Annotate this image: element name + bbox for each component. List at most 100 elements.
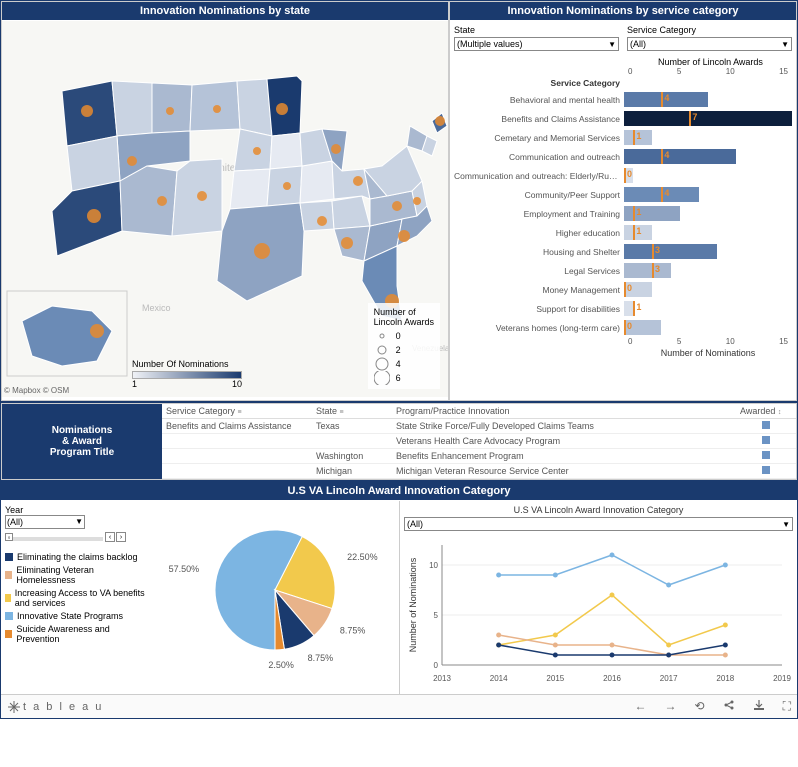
bar-label: Higher education bbox=[454, 228, 624, 238]
bar-row[interactable]: Legal Services 3 bbox=[454, 261, 792, 280]
bar-row[interactable]: Higher education 1 bbox=[454, 223, 792, 242]
year-value: (All) bbox=[7, 517, 23, 527]
map-body[interactable]: United StatesMexicoVenezuela Number Of N… bbox=[2, 21, 448, 397]
bar-label: Behavioral and mental health bbox=[454, 95, 624, 105]
top-axis-title: Number of Lincoln Awards bbox=[629, 57, 792, 67]
slider-prev-button[interactable]: ‹ bbox=[105, 532, 115, 542]
map-panel: Innovation Nominations by state United S… bbox=[1, 1, 449, 401]
svg-text:5: 5 bbox=[434, 611, 439, 620]
svg-text:2016: 2016 bbox=[603, 674, 621, 683]
table-header[interactable]: Awarded ↕ bbox=[736, 404, 796, 419]
slider-next-button[interactable]: › bbox=[116, 532, 126, 542]
svg-text:Mexico: Mexico bbox=[142, 303, 171, 313]
bar-label: Communication and outreach bbox=[454, 152, 624, 162]
state-filter-select[interactable]: (Multiple values) ▼ bbox=[454, 37, 619, 51]
bar-row[interactable]: Employment and Training 1 bbox=[454, 204, 792, 223]
svg-text:2018: 2018 bbox=[716, 674, 734, 683]
nom-min: 1 bbox=[132, 379, 137, 389]
bottom-axis-ticks: 051015 bbox=[624, 337, 792, 346]
bar-label: Benefits and Claims Assistance bbox=[454, 114, 624, 124]
cell-awarded bbox=[736, 419, 796, 434]
table-header[interactable]: State ≡ bbox=[312, 404, 392, 419]
legend-swatch bbox=[5, 630, 12, 638]
line-chart[interactable]: 0510Number of Nominations201320142015201… bbox=[404, 537, 793, 690]
bar-col-header: Service Category bbox=[454, 78, 624, 88]
legend-item[interactable]: Eliminating the claims backlog bbox=[5, 552, 145, 562]
bar-row[interactable]: Community/Peer Support 4 bbox=[454, 185, 792, 204]
cell-category: Benefits and Claims Assistance bbox=[162, 419, 312, 434]
cell-program: Michigan Veteran Resource Service Center bbox=[392, 464, 736, 479]
table-row[interactable]: Veterans Health Care Advocacy Program bbox=[162, 434, 796, 449]
chevron-down-icon: ▼ bbox=[75, 517, 83, 527]
legend-item[interactable]: Innovative State Programs bbox=[5, 611, 145, 621]
chevron-down-icon: ▼ bbox=[782, 520, 790, 529]
table-row[interactable]: Michigan Michigan Veteran Resource Servi… bbox=[162, 464, 796, 479]
year-select[interactable]: (All) ▼ bbox=[5, 515, 85, 529]
legend-label: Eliminating the claims backlog bbox=[17, 552, 138, 562]
line-panel: U.S VA Lincoln Award Innovation Category… bbox=[399, 501, 797, 694]
legend-item[interactable]: Increasing Access to VA benefits and ser… bbox=[5, 588, 145, 608]
table-section: Nominations & Award Program Title Servic… bbox=[1, 403, 797, 480]
legend-item[interactable]: Suicide Awareness and Prevention bbox=[5, 624, 145, 644]
line-filter-select[interactable]: (All) ▼ bbox=[404, 517, 793, 531]
svg-text:2.50%: 2.50% bbox=[268, 660, 294, 670]
cell-state bbox=[312, 434, 392, 449]
bottom-section: U.S VA Lincoln Award Innovation Category… bbox=[1, 480, 797, 694]
line-title: U.S VA Lincoln Award Innovation Category bbox=[404, 505, 793, 515]
x-axis-label: Number of Nominations bbox=[624, 348, 792, 358]
legend-item[interactable]: Eliminating Veteran Homelessness bbox=[5, 565, 145, 585]
cell-program: State Strike Force/Fully Developed Claim… bbox=[392, 419, 736, 434]
table-header[interactable]: Service Category ≡ bbox=[162, 404, 312, 419]
bottom-title: U.S VA Lincoln Award Innovation Category bbox=[1, 482, 797, 501]
bar-row[interactable]: Benefits and Claims Assistance 7 bbox=[454, 109, 792, 128]
legend-label: Suicide Awareness and Prevention bbox=[16, 624, 145, 644]
bar-label: Housing and Shelter bbox=[454, 247, 624, 257]
pie-legend: Eliminating the claims backlog Eliminati… bbox=[5, 552, 145, 644]
chevron-down-icon: ▼ bbox=[781, 40, 789, 49]
bar-row[interactable]: Communication and outreach 4 bbox=[454, 147, 792, 166]
bar-chart: Number of Lincoln Awards 051015 Service … bbox=[450, 55, 796, 362]
chevron-down-icon: ▼ bbox=[608, 40, 616, 49]
cat-filter-select[interactable]: (All) ▼ bbox=[627, 37, 792, 51]
bar-row[interactable]: Cemetary and Memorial Services 1 bbox=[454, 128, 792, 147]
redo-icon[interactable]: → bbox=[665, 699, 677, 714]
tableau-logo[interactable]: t a b l e a u bbox=[7, 700, 103, 714]
map-credit: © Mapbox © OSM bbox=[4, 386, 69, 395]
cell-category bbox=[162, 434, 312, 449]
bar-label: Communication and outreach: Elderly/Rura… bbox=[454, 171, 624, 181]
bar-row[interactable]: Money Management 0 bbox=[454, 280, 792, 299]
slider-handle[interactable]: ◦ bbox=[5, 533, 13, 541]
fullscreen-icon[interactable]: ⛶ bbox=[783, 699, 791, 714]
cat-filter-label: Service Category bbox=[627, 25, 792, 35]
cell-awarded bbox=[736, 434, 796, 449]
share-icon[interactable] bbox=[723, 699, 735, 714]
table-row[interactable]: Benefits and Claims Assistance Texas Sta… bbox=[162, 419, 796, 434]
svg-text:2015: 2015 bbox=[546, 674, 564, 683]
reset-icon[interactable]: ⟲ bbox=[695, 699, 705, 714]
svg-text:8.75%: 8.75% bbox=[308, 653, 334, 663]
year-slider[interactable] bbox=[13, 537, 103, 541]
bar-row[interactable]: Support for disabilities 1 bbox=[454, 299, 792, 318]
table-header[interactable]: Program/Practice Innovation bbox=[392, 404, 736, 419]
legend-swatch bbox=[5, 553, 13, 561]
bar-row[interactable]: Veterans homes (long-term care) 0 bbox=[454, 318, 792, 337]
undo-icon[interactable]: ← bbox=[635, 699, 647, 714]
cell-state: Michigan bbox=[312, 464, 392, 479]
svg-text:Number of Nominations: Number of Nominations bbox=[408, 557, 418, 652]
bar-row[interactable]: Behavioral and mental health 4 bbox=[454, 90, 792, 109]
footer-toolbar: t a b l e a u ← → ⟲ ⛶ bbox=[1, 694, 797, 718]
pie-chart[interactable]: 57.50%22.50%8.75%8.75%2.50% bbox=[145, 505, 395, 678]
table-row[interactable]: Washington Benefits Enhancement Program bbox=[162, 449, 796, 464]
nominations-legend: Number Of Nominations 1 10 bbox=[132, 359, 242, 389]
legend-label: Innovative State Programs bbox=[17, 611, 123, 621]
download-icon[interactable] bbox=[753, 699, 765, 714]
bar-row[interactable]: Communication and outreach: Elderly/Rura… bbox=[454, 166, 792, 185]
bar-row[interactable]: Housing and Shelter 3 bbox=[454, 242, 792, 261]
nom-legend-title: Number Of Nominations bbox=[132, 359, 242, 369]
bar-label: Legal Services bbox=[454, 266, 624, 276]
bar-label: Community/Peer Support bbox=[454, 190, 624, 200]
legend-swatch bbox=[5, 594, 11, 602]
svg-text:0: 0 bbox=[434, 661, 439, 670]
bar-label: Money Management bbox=[454, 285, 624, 295]
svg-text:10: 10 bbox=[429, 561, 438, 570]
